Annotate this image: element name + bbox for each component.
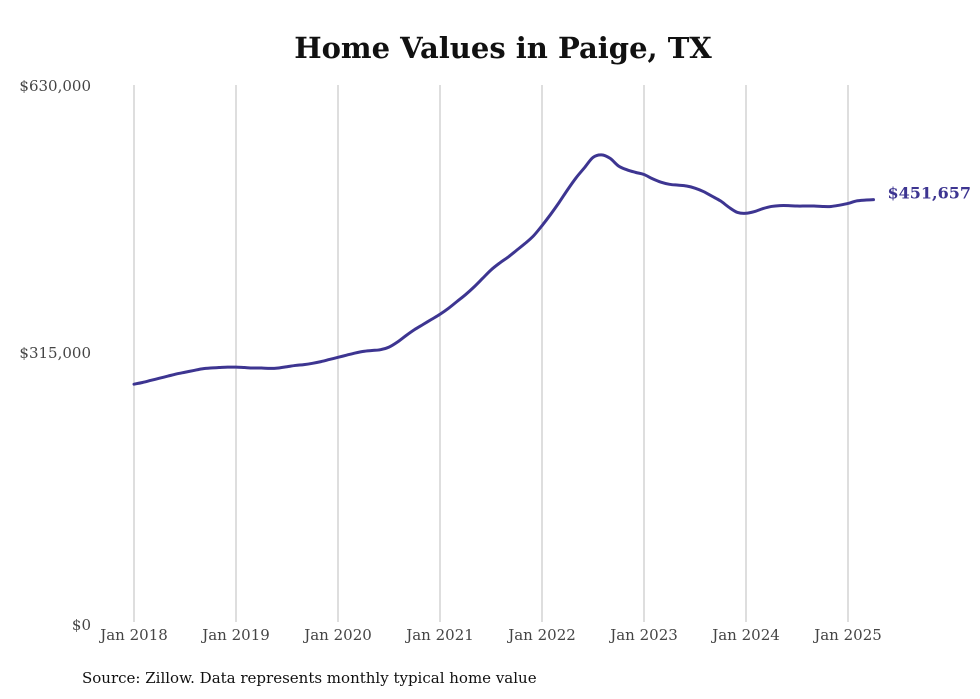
x-tick-label-3: Jan 2021 [404,626,474,644]
x-tick-label-0: Jan 2018 [98,626,168,644]
source-note: Source: Zillow. Data represents monthly … [82,669,537,687]
x-tick-label-4: Jan 2022 [506,626,576,644]
y-tick-label-mid: $315,000 [19,344,91,362]
x-tick-label-7: Jan 2025 [812,626,882,644]
y-tick-label-top: $630,000 [19,77,91,95]
home-value-line [132,153,875,386]
y-tick-label-bottom: $0 [72,616,91,634]
x-tick-label-5: Jan 2023 [608,626,678,644]
chart-title: Home Values in Paige, TX [294,31,712,65]
x-tick-label-6: Jan 2024 [710,626,780,644]
x-tick-label-2: Jan 2020 [302,626,372,644]
latest-value-label: $451,657 [888,184,972,203]
x-axis-ticks: Jan 2018 Jan 2019 Jan 2020 Jan 2021 Jan 2022… [98,626,882,644]
x-tick-label-1: Jan 2019 [200,626,270,644]
gridlines [133,85,849,622]
